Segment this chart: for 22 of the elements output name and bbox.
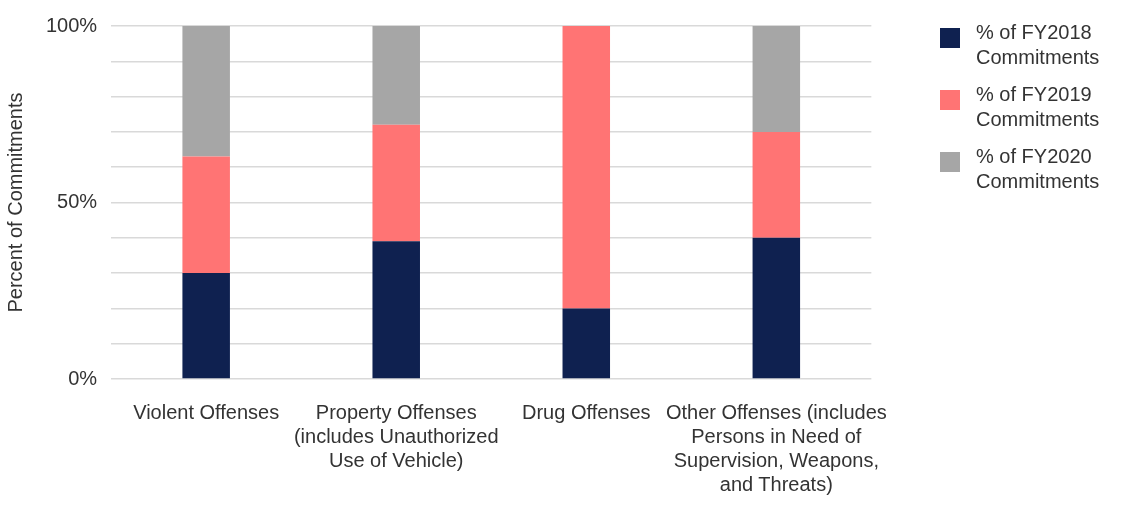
y-tick-label: 50% xyxy=(57,190,98,213)
x-tick-label: Drug Offenses xyxy=(521,400,651,423)
legend-label: % of FY2020 Commitments xyxy=(976,144,1101,194)
bar xyxy=(752,237,801,379)
bar xyxy=(372,124,420,242)
bar xyxy=(372,241,420,379)
bar xyxy=(752,131,801,238)
bar xyxy=(562,308,611,379)
bar xyxy=(562,26,611,309)
y-tick-label: 100% xyxy=(46,13,98,36)
bar xyxy=(182,26,230,157)
bar xyxy=(182,156,230,274)
x-tick-label: Violent Offenses xyxy=(133,400,280,423)
legend-label: % of FY2019 Commitments xyxy=(976,82,1101,132)
legend-label: % of FY2018 Commitments xyxy=(976,20,1101,70)
bar xyxy=(372,26,420,125)
y-axis-title: Percent of Commitments xyxy=(3,92,26,313)
x-tick-label: Other Offenses (includes Persons in Need of Supervision, Weapons, and Threats) xyxy=(665,400,887,495)
x-tick-label: Property Offenses (includes Unauthorized Use of Vehicle) xyxy=(293,400,499,471)
bar xyxy=(752,26,801,132)
bar xyxy=(182,273,230,379)
y-tick-label: 0% xyxy=(68,366,98,389)
